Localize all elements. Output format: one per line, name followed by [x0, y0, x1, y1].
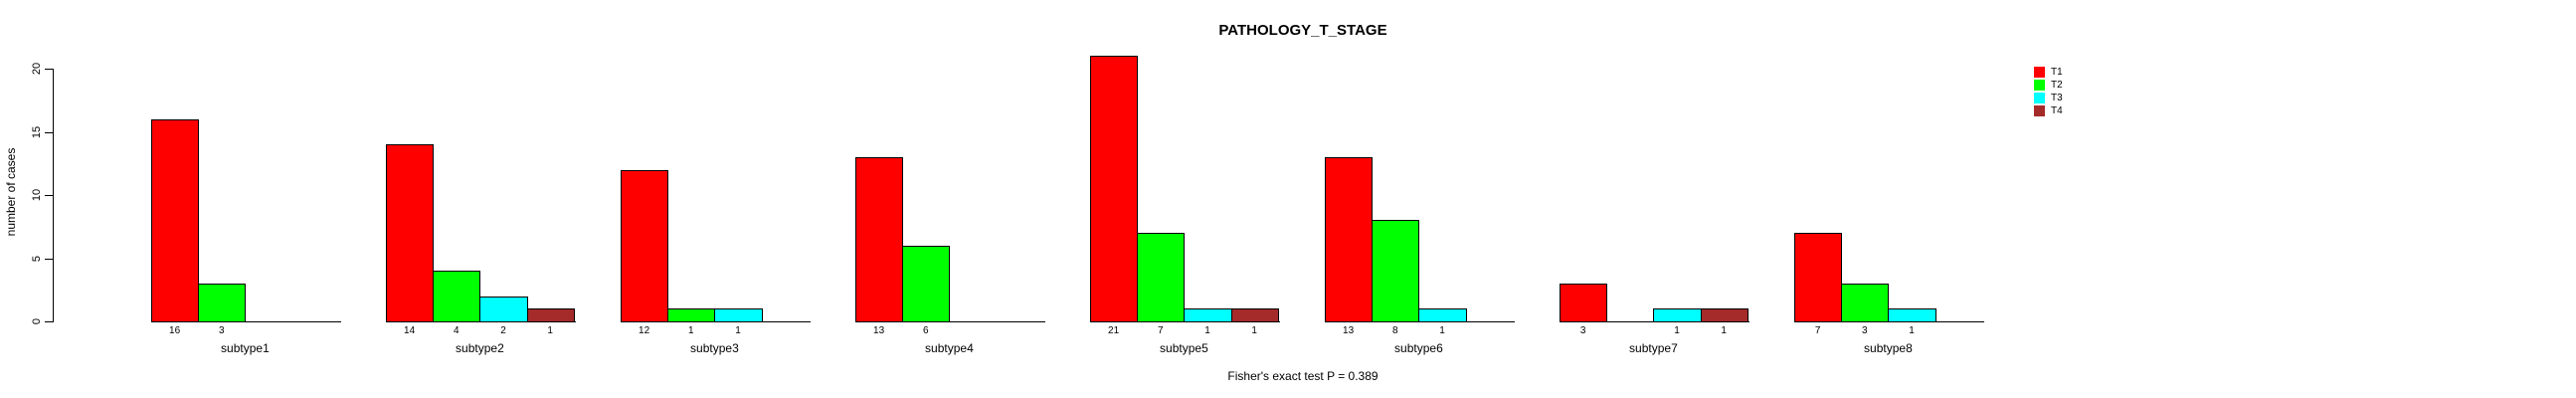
bar-t1-subtype5 [1090, 56, 1138, 322]
bar-value-t1-subtype6: 13 [1343, 325, 1355, 336]
bar-t1-subtype7 [1560, 284, 1607, 322]
category-label-subtype8: subtype8 [1864, 341, 1913, 355]
category-label-subtype7: subtype7 [1629, 341, 1678, 355]
bar-t1-subtype2 [386, 144, 434, 322]
bar-t3-subtype6 [1418, 308, 1467, 322]
bar-t3-subtype2 [479, 297, 528, 322]
bar-t1-subtype6 [1325, 157, 1373, 322]
legend-row-t1: T1 [2034, 67, 2063, 78]
category-label-subtype1: subtype1 [221, 341, 270, 355]
bar-t2-subtype6 [1372, 220, 1419, 322]
legend-row-t4: T4 [2034, 105, 2063, 116]
y-axis-title: number of cases [4, 147, 18, 237]
bar-t1-subtype3 [621, 170, 668, 322]
bar-t1-subtype1 [151, 119, 199, 322]
bar-value-t2-subtype4: 6 [923, 325, 929, 336]
group-baseline [855, 321, 1045, 322]
group-baseline [151, 321, 341, 322]
bar-value-t3-subtype7: 1 [1674, 325, 1680, 336]
category-label-subtype6: subtype6 [1394, 341, 1443, 355]
y-axis-tick [45, 69, 53, 70]
bar-value-t4-subtype2: 1 [547, 325, 553, 336]
y-axis-tick-label: 5 [31, 255, 43, 262]
bar-value-t1-subtype5: 21 [1108, 325, 1120, 336]
y-axis-tick [45, 131, 53, 133]
bar-t2-subtype3 [667, 308, 715, 322]
bar-t2-subtype1 [198, 284, 246, 322]
y-axis-tick-label: 20 [31, 62, 43, 76]
bar-value-t2-subtype2: 4 [454, 325, 460, 336]
bar-value-t4-subtype7: 1 [1721, 325, 1727, 336]
bar-value-t2-subtype3: 1 [688, 325, 694, 336]
bar-value-t1-subtype7: 3 [1579, 325, 1586, 336]
y-axis-tick [45, 321, 53, 322]
bar-value-t1-subtype8: 7 [1814, 325, 1821, 336]
bar-value-t3-subtype8: 1 [1909, 325, 1915, 336]
y-axis-tick-label: 0 [31, 317, 43, 325]
bar-value-t2-subtype1: 3 [219, 325, 225, 336]
category-label-subtype3: subtype3 [690, 341, 739, 355]
legend-swatch-t3 [2034, 93, 2045, 103]
category-label-subtype2: subtype2 [456, 341, 504, 355]
bar-t4-subtype5 [1231, 308, 1279, 322]
y-axis-tick [45, 258, 53, 260]
bar-value-t3-subtype3: 1 [735, 325, 741, 336]
legend-swatch-t4 [2034, 105, 2045, 116]
fisher-test-annotation: Fisher's exact test P = 0.389 [1227, 369, 1379, 383]
bar-value-t1-subtype4: 13 [873, 325, 885, 336]
category-label-subtype4: subtype4 [925, 341, 974, 355]
bar-t4-subtype2 [527, 308, 575, 322]
category-label-subtype5: subtype5 [1160, 341, 1208, 355]
y-axis-line [53, 69, 54, 322]
bar-t3-subtype8 [1888, 308, 1936, 322]
bar-value-t1-subtype1: 16 [169, 325, 181, 336]
bar-value-t3-subtype2: 2 [500, 325, 506, 336]
legend-label-t4: T4 [2051, 105, 2063, 116]
bar-value-t2-subtype5: 7 [1158, 325, 1164, 336]
bar-t3-subtype7 [1653, 308, 1702, 322]
bar-value-t1-subtype2: 14 [404, 325, 416, 336]
bar-t2-subtype4 [902, 246, 950, 322]
bar-t1-subtype8 [1794, 233, 1842, 322]
bar-value-t4-subtype5: 1 [1251, 325, 1257, 336]
bar-t3-subtype5 [1184, 308, 1232, 322]
bar-value-t2-subtype8: 3 [1862, 325, 1868, 336]
y-axis-tick-label: 10 [31, 188, 43, 202]
bar-value-t3-subtype6: 1 [1439, 325, 1445, 336]
chart-title: PATHOLOGY_T_STAGE [1218, 22, 1387, 39]
bar-value-t3-subtype5: 1 [1204, 325, 1210, 336]
bar-value-t1-subtype3: 12 [639, 325, 650, 336]
bar-t4-subtype7 [1701, 308, 1748, 322]
legend-swatch-t2 [2034, 80, 2045, 91]
y-axis-tick-label: 15 [31, 125, 43, 138]
bar-t2-subtype8 [1841, 284, 1889, 322]
legend-row-t2: T2 [2034, 80, 2063, 91]
legend-label-t2: T2 [2051, 80, 2063, 91]
y-axis-tick [45, 195, 53, 196]
legend-row-t3: T3 [2034, 93, 2063, 103]
bar-value-t2-subtype6: 8 [1392, 325, 1398, 336]
bar-t1-subtype4 [855, 157, 903, 322]
legend-swatch-t1 [2034, 67, 2045, 78]
legend-label-t3: T3 [2051, 93, 2063, 103]
bar-t2-subtype5 [1137, 233, 1185, 322]
bar-t3-subtype3 [714, 308, 763, 322]
legend: T1 T2 T3 T4 [2034, 67, 2063, 118]
legend-label-t1: T1 [2051, 67, 2063, 78]
bar-t2-subtype2 [433, 271, 480, 322]
